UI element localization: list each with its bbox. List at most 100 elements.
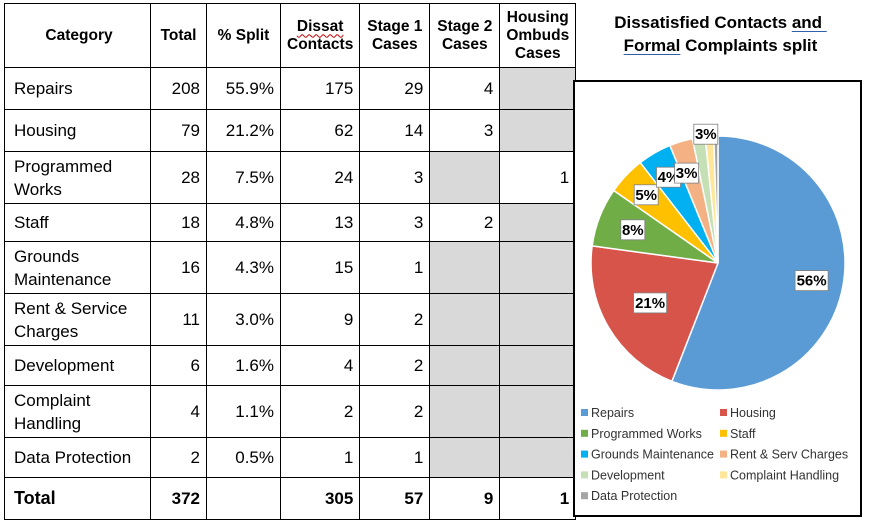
cell-dissat: 9	[279, 293, 361, 346]
header-category: Category	[4, 3, 151, 68]
data-label: 3%	[695, 126, 717, 143]
data-label: 21%	[635, 295, 665, 312]
chart-title-line1a: Dissatisfied Contacts	[614, 13, 792, 32]
header-dissat-line2: Contacts	[287, 35, 354, 53]
cell-stage2: 9	[429, 477, 501, 520]
legend-label: Development	[591, 468, 665, 482]
cell-split: 4.3%	[206, 241, 281, 294]
data-label: 8%	[622, 222, 644, 239]
cell-split	[206, 477, 281, 520]
chart-title: Dissatisfied Contacts and Formal Complai…	[572, 11, 869, 57]
legend-swatch	[581, 492, 588, 500]
cell-category: Data Protection	[4, 437, 151, 478]
data-label: 4%	[658, 169, 680, 186]
cell-dissat: 2	[279, 385, 361, 438]
pie-slice	[590, 245, 720, 383]
cell-ombuds	[499, 241, 577, 294]
table-row: Housing 79 21.2% 62 14 3	[4, 109, 577, 152]
cell-stage1: 57	[359, 477, 431, 520]
cell-split: 55.9%	[206, 67, 281, 110]
header-stage2-line2: Cases	[441, 35, 488, 53]
cell-ombuds	[499, 203, 577, 242]
cell-split: 7.5%	[206, 151, 281, 204]
legend-label: Repairs	[591, 406, 634, 420]
legend-swatch	[720, 471, 727, 479]
cell-ombuds	[499, 385, 577, 438]
header-split: % Split	[206, 3, 281, 68]
pie-chart: 56%21%8%5%4%3%3%Repairs HousingProgrammed…	[573, 80, 862, 517]
cell-total: 4	[150, 385, 207, 438]
cell-stage1: 3	[359, 151, 431, 204]
cell-stage2	[429, 345, 501, 386]
cell-ombuds	[499, 67, 577, 110]
data-label-box	[620, 219, 646, 241]
cell-category: Programmed Works	[4, 151, 151, 204]
cell-dissat: 62	[279, 109, 361, 152]
table-row: Complaint Handling 4 1.1% 2 2	[4, 385, 577, 438]
cell-stage2	[429, 437, 501, 478]
cell-split: 4.8%	[206, 203, 281, 242]
pie-slice	[670, 135, 846, 391]
total-row: Total 372 305 57 9 1	[4, 477, 577, 520]
cell-stage2	[429, 385, 501, 438]
cell-dissat: 305	[279, 477, 361, 520]
cell-dissat: 24	[279, 151, 361, 204]
cell-total: 11	[150, 293, 207, 346]
cell-category: Complaint Handling	[4, 385, 151, 438]
cell-category: Rent & Service Charges	[4, 293, 151, 346]
cell-category: Housing	[4, 109, 151, 152]
complaints-table: Category Total % Split Dissat Contacts St…	[4, 3, 577, 520]
cell-stage2: 4	[429, 67, 501, 110]
chart-title-line2b: Complaints split	[680, 36, 818, 55]
cell-split: 1.6%	[206, 345, 281, 386]
legend-label: Grounds Maintenance	[591, 448, 714, 462]
legend-swatch	[581, 471, 588, 479]
cell-total: 16	[150, 241, 207, 294]
cell-category: Repairs	[4, 67, 151, 110]
header-stage1-line1: Stage 1	[367, 17, 423, 35]
cell-total: 2	[150, 437, 207, 478]
cell-split: 1.1%	[206, 385, 281, 438]
cell-dissat: 15	[279, 241, 361, 294]
cell-ombuds: 1	[499, 477, 577, 520]
legend-label: Programmed Works	[591, 427, 702, 441]
cell-category: Grounds Maintenance	[4, 241, 151, 294]
cell-stage1: 2	[359, 385, 431, 438]
data-label: 5%	[635, 187, 657, 204]
cell-split: 21.2%	[206, 109, 281, 152]
data-label-box	[794, 270, 829, 292]
cell-ombuds	[499, 109, 577, 152]
cell-stage1: 2	[359, 345, 431, 386]
legend-swatch	[581, 409, 588, 416]
header-dissat-line1: Dissat	[296, 17, 344, 35]
cell-split: 3.0%	[206, 293, 281, 346]
cell-ombuds	[499, 293, 577, 346]
cell-stage2	[429, 241, 501, 294]
legend-label: Data Protection	[591, 489, 677, 503]
legend-swatch	[720, 409, 727, 416]
table-row: Development 6 1.6% 4 2	[4, 345, 577, 386]
table-row: Grounds Maintenance 16 4.3% 15 1	[4, 241, 577, 294]
header-stage1: Stage 1 Cases	[359, 3, 431, 68]
data-label: 3%	[676, 165, 698, 182]
data-label: 56%	[797, 273, 827, 290]
cell-category: Total	[4, 477, 151, 520]
chart-title-formal: Formal	[623, 36, 681, 55]
cell-stage1: 2	[359, 293, 431, 346]
cell-stage1: 3	[359, 203, 431, 242]
data-label-box	[633, 292, 667, 314]
legend-label: Staff	[730, 427, 756, 441]
table-row: Staff 18 4.8% 13 3 2	[4, 203, 577, 242]
table-row: Programmed Works 28 7.5% 24 3 1	[4, 151, 577, 204]
cell-ombuds: 1	[499, 151, 577, 204]
cell-category: Staff	[4, 203, 151, 242]
header-ombuds: Housing Ombuds Cases	[499, 3, 577, 68]
header-stage1-line2: Cases	[371, 35, 418, 53]
header-ombuds-line2: Ombuds	[506, 26, 570, 44]
cell-dissat: 13	[279, 203, 361, 242]
cell-ombuds	[499, 437, 577, 478]
cell-stage1: 14	[359, 109, 431, 152]
cell-stage2	[429, 293, 501, 346]
chart-panel: Dissatisfied Contacts and Formal Complai…	[572, 3, 869, 519]
legend-swatch	[581, 450, 588, 458]
